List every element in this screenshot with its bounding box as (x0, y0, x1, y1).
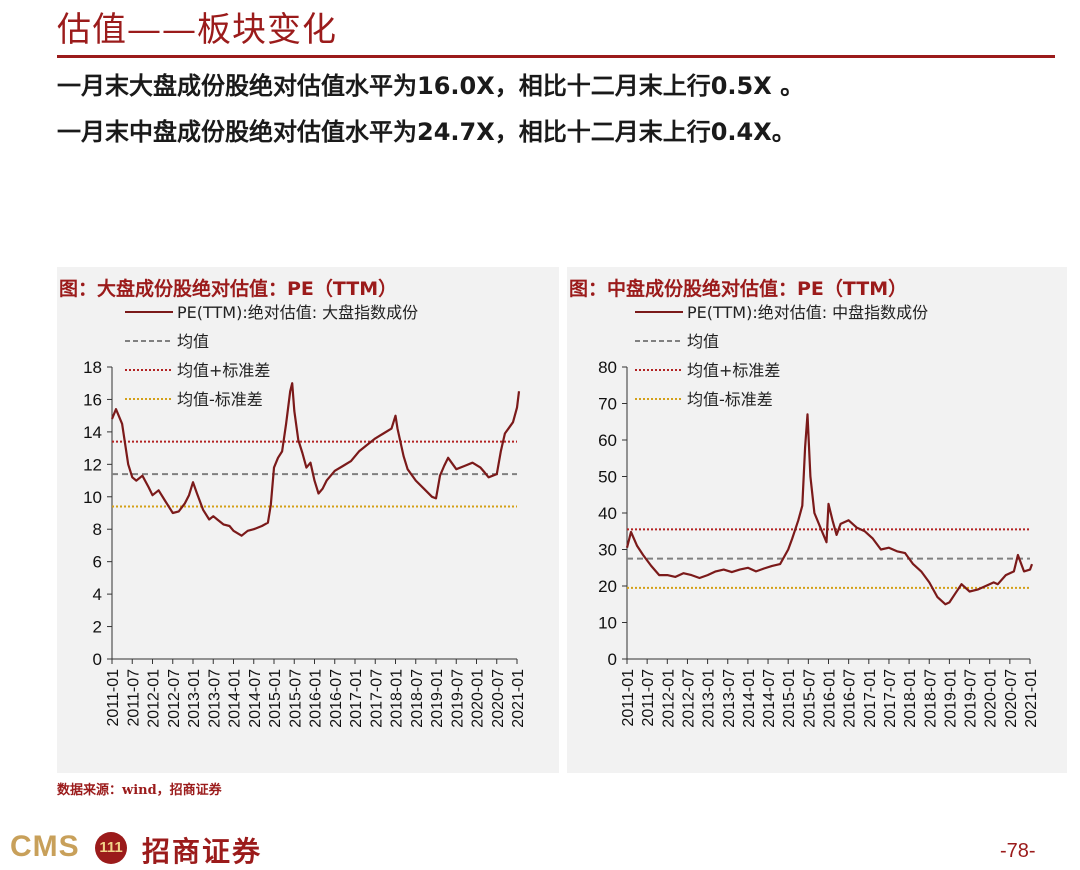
x-tick-label: 2021-01 (510, 669, 527, 728)
x-tick-label: 2014-01 (227, 669, 244, 728)
x-tick-label: 2014-07 (761, 669, 778, 728)
y-tick-label: 20 (598, 577, 617, 596)
x-tick-label: 2017-07 (368, 669, 385, 728)
x-tick-label: 2016-01 (308, 669, 325, 728)
x-tick-label: 2019-01 (429, 669, 446, 728)
data-source-note: 数据来源：wind，招商证券 (57, 783, 222, 798)
chart-title: 图：中盘成份股绝对估值：PE（TTM） (569, 277, 907, 300)
series-line-pe-ttm (110, 382, 521, 537)
y-tick-label: 8 (93, 520, 102, 539)
x-tick-label: 2016-01 (822, 669, 839, 728)
y-tick-label: 6 (93, 553, 102, 572)
page-number: -78- (1000, 840, 1036, 862)
y-tick-label: 60 (598, 431, 617, 450)
legend-label-3: 均值-标准差 (177, 390, 263, 409)
y-tick-label: 4 (93, 585, 102, 604)
x-tick-label: 2013-07 (206, 669, 223, 728)
x-tick-label: 2020-07 (490, 669, 507, 728)
x-tick-label: 2013-01 (701, 669, 718, 728)
x-tick-label: 2015-07 (801, 669, 818, 728)
y-tick-label: 18 (83, 358, 102, 377)
y-tick-label: 10 (598, 614, 617, 633)
y-tick-label: 16 (83, 390, 102, 409)
y-tick-label: 0 (608, 650, 617, 669)
x-tick-label: 2011-07 (640, 669, 657, 727)
x-tick-label: 2015-07 (287, 669, 304, 728)
x-tick-label: 2019-07 (449, 669, 466, 728)
x-tick-label: 2019-01 (942, 669, 959, 728)
x-tick-label: 2016-07 (328, 669, 345, 728)
x-tick-label: 2020-07 (1003, 669, 1020, 728)
chart-large-cap-pe: 图：大盘成份股绝对估值：PE（TTM） PE(TTM):绝对估值: 大盘指数成份均… (59, 277, 527, 728)
y-tick-label: 50 (598, 468, 617, 487)
x-tick-label: 2017-01 (862, 669, 879, 728)
chart-panel-mid-cap: 图：中盘成份股绝对估值：PE（TTM） PE(TTM):绝对估值: 中盘指数成份均… (567, 267, 1067, 773)
x-tick-label: 2021-01 (1023, 669, 1040, 728)
x-tick-label: 2014-01 (741, 669, 758, 728)
y-tick-label: 12 (83, 455, 102, 474)
x-tick-label: 2018-07 (409, 669, 426, 728)
legend-label-0: PE(TTM):绝对估值: 大盘指数成份 (177, 303, 418, 322)
y-tick-label: 30 (598, 541, 617, 560)
legend-label-2: 均值+标准差 (687, 361, 780, 380)
y-tick-label: 40 (598, 504, 617, 523)
series-line-pe-ttm (625, 413, 1034, 606)
x-tick-label: 2018-07 (922, 669, 939, 728)
x-tick-label: 2012-07 (166, 669, 183, 728)
legend-label-2: 均值+标准差 (177, 361, 270, 380)
legend-label-0: PE(TTM):绝对估值: 中盘指数成份 (687, 303, 928, 322)
x-tick-label: 2012-01 (660, 669, 677, 728)
x-tick-label: 2012-07 (680, 669, 697, 728)
y-tick-label: 14 (83, 423, 102, 442)
summary-line-mid-cap: 一月末中盘成份股绝对估值水平为24.7X，相比十二月末上行0.4X。 (57, 118, 796, 146)
x-tick-label: 2011-01 (105, 669, 122, 727)
cms-logo-badge-icon: 111 (95, 832, 127, 864)
page-title: 估值——板块变化 (57, 10, 337, 50)
x-tick-label: 2013-01 (186, 669, 203, 728)
x-tick-label: 2020-01 (983, 669, 1000, 728)
x-tick-label: 2012-01 (146, 669, 163, 728)
x-tick-label: 2019-07 (963, 669, 980, 728)
title-divider (57, 55, 1055, 58)
cms-logo-text: CMS (10, 830, 80, 863)
summary-line-large-cap: 一月末大盘成份股绝对估值水平为16.0X，相比十二月末上行0.5X 。 (57, 72, 805, 100)
x-tick-label: 2015-01 (267, 669, 284, 728)
x-tick-label: 2011-01 (620, 669, 637, 727)
x-tick-label: 2016-07 (842, 669, 859, 728)
x-tick-label: 2015-01 (781, 669, 798, 728)
x-tick-label: 2013-07 (721, 669, 738, 728)
chart-panel-large-cap: 图：大盘成份股绝对估值：PE（TTM） PE(TTM):绝对估值: 大盘指数成份均… (57, 267, 559, 773)
x-tick-label: 2020-01 (470, 669, 487, 728)
y-tick-label: 2 (93, 618, 102, 637)
company-name: 招商证券 (142, 835, 263, 868)
legend-label-1: 均值 (177, 332, 209, 351)
legend-label-3: 均值-标准差 (687, 390, 773, 409)
x-tick-label: 2017-07 (882, 669, 899, 728)
x-tick-label: 2011-07 (125, 669, 142, 727)
y-tick-label: 10 (83, 488, 102, 507)
legend-label-1: 均值 (687, 332, 719, 351)
x-tick-label: 2014-07 (247, 669, 264, 728)
x-tick-label: 2018-01 (902, 669, 919, 728)
y-tick-label: 0 (93, 650, 102, 669)
x-tick-label: 2017-01 (348, 669, 365, 728)
y-tick-label: 70 (598, 395, 617, 414)
x-tick-label: 2018-01 (389, 669, 406, 728)
chart-mid-cap-pe: 图：中盘成份股绝对估值：PE（TTM） PE(TTM):绝对估值: 中盘指数成份均… (569, 277, 1040, 728)
chart-title: 图：大盘成份股绝对估值：PE（TTM） (59, 277, 397, 300)
y-tick-label: 80 (598, 358, 617, 377)
